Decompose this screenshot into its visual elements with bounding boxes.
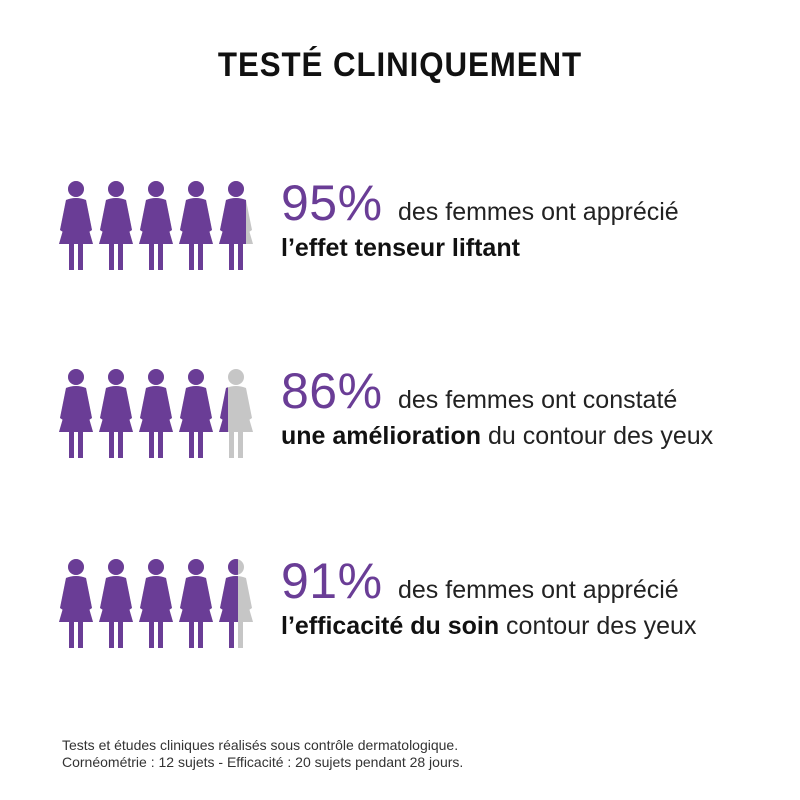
person-icon bbox=[179, 386, 213, 458]
person-icon bbox=[139, 198, 173, 270]
people-icons-svg bbox=[59, 369, 253, 458]
footnote-line-1: Tests et études cliniques réalisés sous … bbox=[62, 737, 459, 753]
stat-percent: 91% bbox=[281, 553, 383, 609]
stat-description: des femmes ont apprécié bbox=[398, 198, 679, 226]
person-icon bbox=[59, 386, 93, 458]
stat-detail-bold: une amélioration bbox=[281, 422, 482, 450]
footnote-line-2: Cornéométrie : 12 sujets - Efficacité : … bbox=[62, 754, 464, 770]
person-icon bbox=[99, 576, 133, 648]
person-icon bbox=[219, 576, 238, 648]
person-head-icon bbox=[188, 559, 204, 575]
people-icons-svg bbox=[59, 559, 253, 648]
person-head-icon bbox=[148, 369, 164, 385]
people-icon-group-3 bbox=[52, 558, 260, 654]
person-icon bbox=[59, 198, 93, 270]
footnote: Tests et études cliniques réalisés sous … bbox=[62, 737, 463, 771]
stat-block-2: 86% des femmes ont constaté une améliora… bbox=[0, 363, 800, 478]
person-head-icon bbox=[148, 181, 164, 197]
person-head-icon bbox=[228, 559, 238, 575]
stat-block-1: 95% des femmes ont apprécié l’effet tens… bbox=[0, 175, 800, 290]
stat-detail: une amélioration du contour des yeux bbox=[281, 422, 713, 451]
person-head-icon bbox=[228, 369, 244, 385]
person-head-icon bbox=[108, 369, 124, 385]
person-icon bbox=[139, 576, 173, 648]
person-head-icon bbox=[68, 369, 84, 385]
person-icon bbox=[139, 386, 173, 458]
person-icon bbox=[179, 198, 213, 270]
stat-detail-bold: l’efficacité du soin bbox=[281, 612, 500, 640]
person-head-icon bbox=[108, 181, 124, 197]
people-icons-svg bbox=[59, 181, 253, 270]
stat-description: des femmes ont constaté bbox=[398, 386, 678, 414]
person-head-icon bbox=[68, 181, 84, 197]
person-head-icon bbox=[68, 559, 84, 575]
stat-percent: 95% bbox=[281, 175, 383, 231]
person-icon bbox=[219, 387, 228, 432]
page-title: TESTÉ CLINIQUEMENT bbox=[217, 46, 583, 84]
stat-percent: 86% bbox=[281, 363, 383, 419]
people-icon-group-2 bbox=[52, 368, 260, 464]
stat-detail-rest: contour des yeux bbox=[499, 612, 697, 640]
stat-detail-rest: du contour des yeux bbox=[481, 422, 714, 450]
person-icon bbox=[179, 576, 213, 648]
person-head-icon bbox=[188, 181, 204, 197]
stat-detail: l’efficacité du soin contour des yeux bbox=[281, 612, 696, 641]
stat-description: des femmes ont apprécié bbox=[398, 576, 679, 604]
person-icon bbox=[219, 198, 246, 270]
person-head-icon bbox=[228, 181, 244, 197]
person-icon bbox=[99, 198, 133, 270]
stat-detail: l’effet tenseur liftant bbox=[281, 234, 520, 263]
person-head-icon bbox=[188, 369, 204, 385]
stat-block-3: 91% des femmes ont apprécié l’efficacité… bbox=[0, 553, 800, 668]
stat-detail-bold: l’effet tenseur liftant bbox=[281, 234, 520, 262]
person-head-icon bbox=[108, 559, 124, 575]
person-icon bbox=[59, 576, 93, 648]
person-head-icon bbox=[148, 559, 164, 575]
person-icon bbox=[99, 386, 133, 458]
people-icon-group-1 bbox=[52, 180, 260, 276]
